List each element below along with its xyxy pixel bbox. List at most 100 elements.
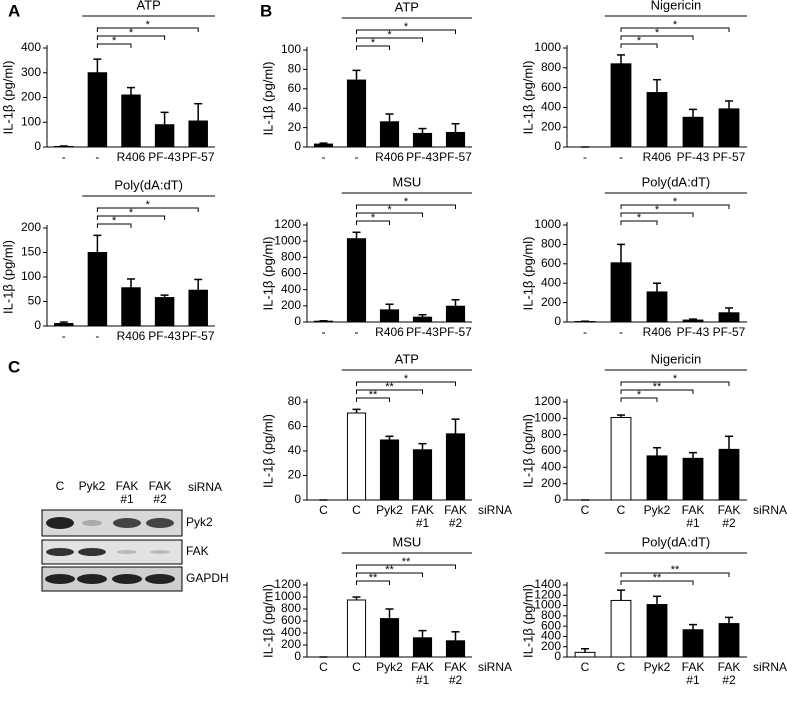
band: [77, 574, 107, 584]
chart-title: Nigericin: [651, 351, 702, 366]
y-tick-label: 0: [294, 649, 301, 663]
band: [46, 517, 74, 529]
x-tick-label: FAK #2: [444, 504, 467, 530]
bar: [87, 72, 108, 148]
y-tick-label: 1200: [534, 587, 561, 601]
significance-label: *: [371, 37, 376, 49]
bar: [121, 287, 141, 327]
x-tick-label: -: [583, 326, 587, 339]
bar: [188, 120, 208, 148]
y-tick-label: 200: [541, 295, 561, 309]
bar: [646, 455, 668, 501]
x-tick-label: -: [619, 151, 623, 164]
error-bar: [617, 54, 625, 64]
y-tick-label: 200: [281, 298, 301, 312]
row-label: GAPDH: [186, 571, 229, 585]
bar: [682, 319, 704, 323]
significance-bracket: [620, 204, 730, 209]
error-bar: [451, 299, 460, 307]
chart-title: ATP: [395, 351, 419, 366]
error-bar: [418, 442, 427, 450]
error-bar: [160, 111, 169, 125]
y-tick-label: 800: [541, 608, 561, 622]
significance-label: *: [112, 35, 117, 47]
significance-bracket: [620, 580, 694, 585]
y-axis-label: IL-1β (pg/ml): [0, 61, 15, 135]
error-bar: [689, 623, 697, 630]
y-tick-label: 800: [281, 250, 301, 264]
y-tick-label: 0: [554, 139, 561, 153]
x-tick-label: PF-57: [439, 151, 472, 164]
error-bar: [352, 69, 361, 81]
error-bar: [653, 595, 661, 605]
bar: [346, 79, 367, 148]
y-tick-label: 0: [34, 318, 41, 332]
y-tick-label: 0: [294, 139, 301, 153]
bar: [646, 291, 668, 323]
y-tick-label: 300: [21, 65, 41, 79]
x-tick-label: -: [619, 326, 623, 339]
chart-title: MSU: [392, 174, 421, 189]
error-bar: [160, 294, 169, 298]
x-tick-label: FAK #1: [681, 661, 705, 687]
significance-label: *: [146, 19, 151, 31]
band: [146, 518, 174, 528]
x-tick-label: C: [616, 661, 626, 674]
x-tick-label: -: [583, 151, 587, 164]
y-axis-label: IL-1β (pg/ml): [260, 62, 275, 136]
annotation: siRNA: [478, 503, 512, 517]
error-bar: [689, 108, 697, 118]
significance-bracket: [356, 37, 423, 42]
error-bar: [725, 100, 733, 109]
chart-title: MSU: [392, 534, 421, 549]
error-bar: [385, 435, 394, 440]
significance-label: *: [371, 212, 376, 224]
error-bar: [725, 435, 733, 450]
y-tick-label: 100: [281, 42, 301, 56]
bar: [682, 629, 704, 658]
y-tick-label: 60: [288, 419, 302, 433]
y-tick-label: 600: [541, 256, 561, 270]
y-tick-label: 60: [288, 81, 302, 95]
significance-bracket: [356, 220, 390, 225]
error-bar: [581, 648, 589, 653]
y-axis-label: IL-1β (pg/ml): [520, 237, 535, 311]
significance-label: **: [671, 564, 680, 576]
y-tick-label: 0: [554, 314, 561, 328]
x-tick-label: PF-43: [148, 330, 181, 343]
y-tick-label: 400: [281, 282, 301, 296]
error-bar: [93, 234, 102, 253]
y-tick-label: 600: [281, 613, 301, 627]
significance-bracket: [620, 397, 658, 402]
x-tick-label: C: [352, 661, 361, 674]
bar: [610, 417, 632, 501]
significance-bracket: [356, 212, 423, 217]
bar: [718, 623, 740, 658]
error-bar: [385, 113, 394, 122]
western-blot: C Pyk2 FAK #1 FAK #2 siRNA Pyk2 FAK GAPD…: [41, 480, 229, 592]
y-tick-label: 200: [541, 476, 561, 490]
y-tick-label: 1000: [274, 589, 301, 603]
bar: [313, 143, 334, 148]
y-tick-label: 50: [28, 294, 42, 308]
lane-label: FAK #1: [115, 480, 139, 506]
y-tick-label: 0: [554, 492, 561, 506]
significance-label: *: [404, 373, 409, 385]
significance-label: *: [387, 204, 392, 216]
x-tick-label: C: [616, 504, 626, 517]
bar: [682, 457, 704, 501]
annotation: siRNA: [478, 660, 512, 674]
band: [117, 550, 137, 554]
y-tick-label: 400: [541, 629, 561, 643]
y-tick-label: 800: [541, 427, 561, 441]
x-tick-label: PF-43: [676, 151, 710, 164]
x-tick-label: FAK #2: [717, 661, 741, 687]
bar: [87, 252, 108, 327]
bar: [445, 433, 466, 501]
y-axis-label: IL-1β (pg/ml): [520, 414, 535, 488]
lane-label: C: [55, 480, 65, 493]
significance-label: **: [385, 564, 394, 576]
x-tick-label: -: [95, 330, 100, 343]
